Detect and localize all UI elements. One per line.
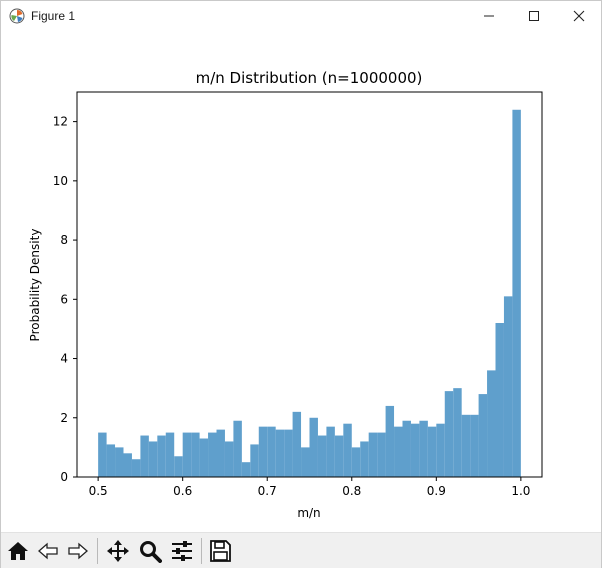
forward-button[interactable] xyxy=(64,537,92,565)
histogram-bar xyxy=(258,426,268,477)
y-tick-label: 0 xyxy=(60,470,68,484)
histogram-bar xyxy=(191,432,200,477)
x-axis-label: m/n xyxy=(297,506,320,520)
x-tick-label: 1.0 xyxy=(511,484,530,498)
histogram-bar xyxy=(453,388,462,477)
histogram-bar xyxy=(140,435,149,477)
histogram-bar xyxy=(368,432,378,477)
histogram-bar xyxy=(503,296,513,477)
home-button[interactable] xyxy=(4,537,32,565)
histogram-bar xyxy=(98,432,107,477)
histogram-bar xyxy=(410,423,420,477)
histogram-bar xyxy=(267,426,276,477)
x-tick-label: 0.9 xyxy=(427,484,446,498)
histogram-bar xyxy=(478,394,488,477)
histogram-bar xyxy=(165,432,175,477)
y-axis-ticks: 0 2 4 6 8 10 12 xyxy=(53,115,77,484)
save-button[interactable] xyxy=(206,537,234,565)
histogram-bar xyxy=(233,420,242,477)
histogram-bar xyxy=(436,423,445,477)
histogram-bar xyxy=(174,456,183,477)
histogram-bar xyxy=(148,441,158,477)
histogram-bar xyxy=(377,432,386,477)
y-tick-label: 8 xyxy=(60,233,68,247)
histogram-chart: m/n Distribution (n=1000000) 0.5 0.6 0.7 0.… xyxy=(28,69,543,520)
histogram-bar xyxy=(326,426,335,477)
y-tick-label: 6 xyxy=(60,292,68,306)
pan-icon xyxy=(107,540,129,562)
save-icon xyxy=(210,540,231,562)
histogram-bar xyxy=(394,426,403,477)
histogram-bar xyxy=(385,405,395,477)
maximize-icon xyxy=(529,11,539,21)
histogram-bar xyxy=(317,435,327,477)
histogram-bar xyxy=(157,435,166,477)
maximize-button[interactable] xyxy=(511,1,557,31)
x-tick-label: 0.6 xyxy=(173,484,192,498)
close-icon xyxy=(573,10,585,22)
histogram-bar xyxy=(512,109,521,478)
histogram-bar xyxy=(241,462,251,477)
zoom-button[interactable] xyxy=(136,537,164,565)
histogram-bar xyxy=(250,444,259,477)
y-tick-label: 10 xyxy=(53,174,68,188)
minimize-button[interactable] xyxy=(466,1,512,31)
x-tick-label: 0.8 xyxy=(342,484,361,498)
histogram-bar xyxy=(334,435,344,477)
histogram-bar xyxy=(106,444,116,477)
histogram-bar xyxy=(461,414,471,477)
matplotlib-logo-icon xyxy=(9,8,25,24)
histogram-bar xyxy=(487,370,496,477)
configure-subplots-icon xyxy=(172,541,192,561)
title-bar: Figure 1 xyxy=(1,1,601,31)
x-tick-label: 0.5 xyxy=(89,484,108,498)
histogram-bars xyxy=(98,109,521,478)
axes-frame xyxy=(76,91,543,478)
x-tick-label: 0.7 xyxy=(258,484,277,498)
close-button[interactable] xyxy=(556,1,602,31)
histogram-bar xyxy=(495,323,504,477)
histogram-bar xyxy=(115,447,124,477)
toolbar-separator xyxy=(97,538,98,564)
figure-canvas[interactable]: m/n Distribution (n=1000000) 0.5 0.6 0.7 0.… xyxy=(1,31,601,531)
histogram-bar xyxy=(131,459,141,477)
histogram-bar xyxy=(275,429,285,477)
histogram-bar xyxy=(402,420,411,477)
minimize-icon xyxy=(484,15,494,17)
histogram-bar xyxy=(182,432,192,477)
back-arrow-icon xyxy=(38,542,58,560)
histogram-bar xyxy=(292,411,302,477)
histogram-bar xyxy=(309,417,318,477)
zoom-icon xyxy=(140,541,162,563)
x-axis-ticks: 0.5 0.6 0.7 0.8 0.9 1.0 xyxy=(89,477,530,498)
window-title: Figure 1 xyxy=(31,9,76,23)
pan-button[interactable] xyxy=(104,537,132,565)
y-tick-label: 4 xyxy=(60,352,68,366)
toolbar-separator xyxy=(201,538,202,564)
histogram-bar xyxy=(360,441,369,477)
histogram-bar xyxy=(208,432,217,477)
histogram-bar xyxy=(470,414,479,477)
histogram-bar xyxy=(284,429,293,477)
home-icon xyxy=(8,542,28,560)
navigation-toolbar xyxy=(1,532,601,568)
histogram-bar xyxy=(427,426,437,477)
chart-title: m/n Distribution (n=1000000) xyxy=(196,69,423,87)
histogram-bar xyxy=(224,441,234,477)
y-tick-label: 12 xyxy=(53,115,68,129)
histogram-bar xyxy=(444,391,454,477)
back-button[interactable] xyxy=(34,537,62,565)
histogram-bar xyxy=(199,438,209,477)
histogram-bar xyxy=(216,429,225,477)
forward-arrow-icon xyxy=(68,542,88,560)
histogram-bar xyxy=(419,420,428,477)
histogram-bar xyxy=(301,447,310,477)
configure-subplots-button[interactable] xyxy=(168,537,196,565)
histogram-bar xyxy=(351,447,361,477)
y-tick-label: 2 xyxy=(60,411,68,425)
histogram-bar xyxy=(343,423,352,477)
histogram-bar xyxy=(123,453,132,477)
y-axis-label: Probability Density xyxy=(28,229,42,342)
